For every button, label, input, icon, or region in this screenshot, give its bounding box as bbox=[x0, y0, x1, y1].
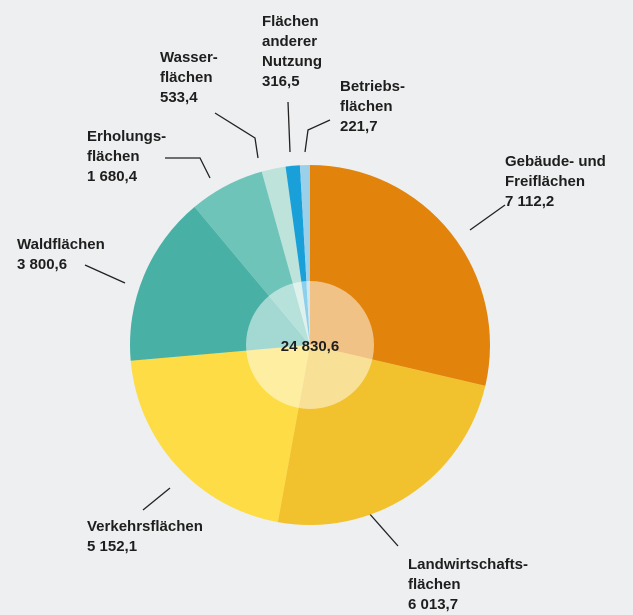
category-name: Betriebs- flächen bbox=[340, 78, 406, 115]
center-label: 24 830,6 bbox=[281, 338, 339, 355]
leader-line bbox=[84, 264, 126, 284]
category-name: Landwirtschafts- flächen bbox=[408, 556, 529, 593]
value-label: 7 112,2 bbox=[505, 193, 555, 210]
leader-line bbox=[142, 487, 171, 511]
slice-label: Wasser- flächen 533,4 bbox=[160, 48, 218, 108]
leader-line bbox=[214, 112, 259, 159]
slice-label: Waldflächen 3 800,6 bbox=[17, 235, 105, 275]
category-name: Erholungs- flächen bbox=[87, 128, 167, 165]
value-label: 5 152,1 bbox=[87, 538, 138, 555]
category-name: Wasser- flächen bbox=[160, 49, 218, 86]
category-name: Flächen anderer Nutzung bbox=[262, 13, 322, 70]
slice-label: Erholungs- flächen 1 680,4 bbox=[87, 127, 166, 187]
leader-line bbox=[469, 204, 506, 231]
value-label: 6 013,7 bbox=[408, 596, 459, 613]
value-label: 3 800,6 bbox=[17, 256, 68, 273]
value-label: 1 680,4 bbox=[87, 168, 138, 185]
leader-line bbox=[165, 157, 211, 179]
value-label: 533,4 bbox=[160, 89, 198, 106]
leader-line bbox=[287, 101, 291, 153]
category-name: Verkehrsflächen bbox=[87, 518, 203, 535]
slice-label: Betriebs- flächen 221,7 bbox=[340, 77, 405, 137]
slice-label: Gebäude- und Freiflächen 7 112,2 bbox=[505, 152, 606, 212]
slice-label: Landwirtschafts- flächen 6 013,7 bbox=[408, 555, 528, 615]
value-label: 316,5 bbox=[262, 73, 300, 90]
center-circle bbox=[246, 281, 374, 409]
slice-label: Verkehrsflächen 5 152,1 bbox=[87, 517, 203, 557]
category-name: Waldflächen bbox=[17, 236, 105, 253]
leader-line bbox=[367, 511, 399, 547]
value-label: 221,7 bbox=[340, 118, 378, 135]
leader-line bbox=[304, 119, 331, 153]
category-name: Gebäude- und Freiflächen bbox=[505, 153, 606, 190]
slice-label: Flächen anderer Nutzung 316,5 bbox=[262, 12, 322, 92]
